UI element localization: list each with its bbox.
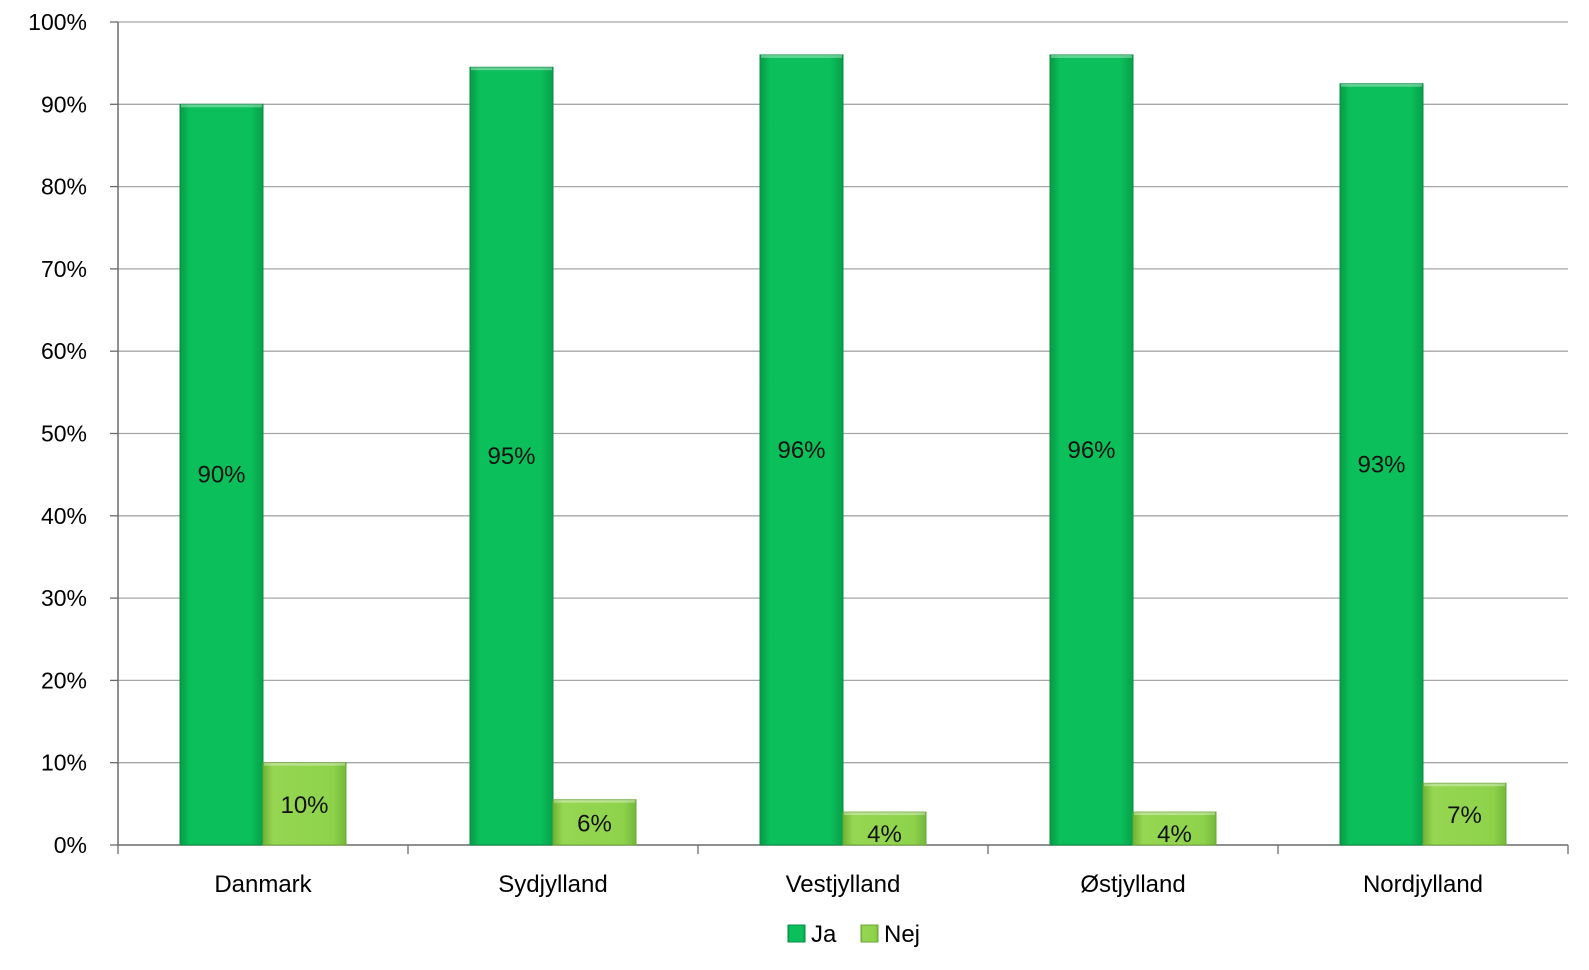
data-label: 7% bbox=[1447, 802, 1482, 829]
y-tick-label: 70% bbox=[41, 256, 87, 282]
bar-highlight bbox=[554, 799, 635, 803]
data-label: 90% bbox=[197, 462, 245, 489]
bar-nej bbox=[552, 799, 637, 846]
bars bbox=[179, 54, 1507, 846]
bar-highlight bbox=[1424, 783, 1505, 787]
data-label: 95% bbox=[487, 443, 535, 470]
bar-highlight bbox=[181, 104, 262, 108]
bar-highlight bbox=[264, 762, 345, 766]
legend: Ja Nej bbox=[787, 921, 920, 948]
x-category-label: Danmark bbox=[214, 871, 312, 898]
y-tick-label: 60% bbox=[41, 338, 87, 364]
data-label: 4% bbox=[867, 821, 902, 848]
bar-ja bbox=[1049, 54, 1134, 846]
bar-nej bbox=[842, 811, 927, 846]
y-tick-label: 20% bbox=[41, 667, 87, 693]
bar-highlight bbox=[1051, 54, 1132, 58]
legend-swatch-ja bbox=[787, 924, 806, 943]
bar-ja bbox=[759, 54, 844, 846]
legend-label-ja: Ja bbox=[811, 921, 837, 948]
y-tick-label: 80% bbox=[41, 174, 87, 200]
y-tick-label: 50% bbox=[41, 421, 87, 447]
data-label: 6% bbox=[577, 810, 612, 837]
labels: 90% 10% Danmark 95% 6% Sydjylland 96% 4% Vestjyl… bbox=[197, 437, 1483, 898]
x-category-label: Vestjylland bbox=[786, 871, 901, 898]
bar-highlight bbox=[1134, 812, 1215, 816]
bar-highlight bbox=[761, 54, 842, 58]
data-label: 93% bbox=[1357, 451, 1405, 478]
data-label: 4% bbox=[1157, 821, 1192, 848]
bar-ja bbox=[469, 66, 554, 846]
y-tick-label: 100% bbox=[28, 9, 87, 35]
y-tick-label: 90% bbox=[41, 91, 87, 117]
data-label: 96% bbox=[1067, 437, 1115, 464]
y-tick-label: 0% bbox=[54, 832, 87, 858]
x-category-label: Nordjylland bbox=[1363, 871, 1483, 898]
y-tick-label: 40% bbox=[41, 503, 87, 529]
axes: 0% 10% 20% 30% 40% 50% 60% 70% 80% 90% 100% bbox=[28, 9, 1569, 858]
x-category-label: Sydjylland bbox=[498, 871, 607, 898]
bar-nej bbox=[262, 762, 347, 846]
bar-nej bbox=[1422, 782, 1507, 846]
legend-swatch-nej bbox=[860, 924, 879, 943]
bar-highlight bbox=[471, 67, 552, 71]
bar-ja bbox=[1339, 83, 1424, 846]
y-tick-label: 30% bbox=[41, 585, 87, 611]
data-label: 10% bbox=[280, 792, 328, 819]
bar-highlight bbox=[1341, 83, 1422, 87]
bar-highlight bbox=[844, 812, 925, 816]
x-category-label: Østjylland bbox=[1080, 871, 1185, 898]
data-label: 96% bbox=[777, 437, 825, 464]
y-tick-label: 10% bbox=[41, 750, 87, 776]
legend-label-nej: Nej bbox=[884, 921, 920, 948]
bar-ja bbox=[179, 103, 264, 846]
bar-nej bbox=[1132, 811, 1217, 846]
